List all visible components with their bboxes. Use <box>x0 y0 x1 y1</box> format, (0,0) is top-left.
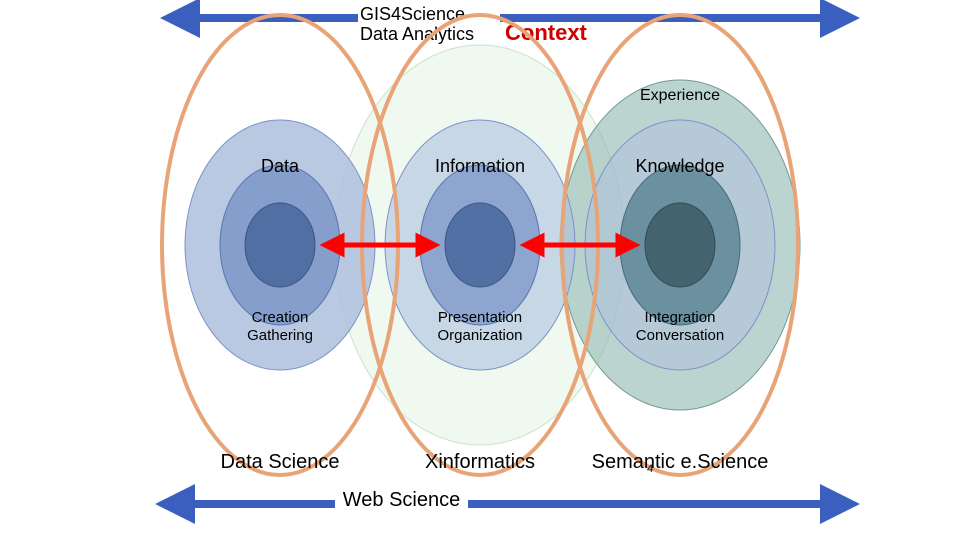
column-title: Knowledge <box>635 156 724 176</box>
column-sub1: Presentation <box>438 309 522 326</box>
column-ellipse-core <box>245 203 315 287</box>
experience-label: Experience <box>640 87 720 104</box>
column-ellipse-core <box>445 203 515 287</box>
column-sub2: Conversation <box>636 327 724 344</box>
column-sub1: Creation <box>252 309 309 326</box>
column-sub2: Organization <box>437 327 522 344</box>
bottom-label: Data Science <box>221 451 340 473</box>
web-science-label: Web Science <box>343 489 460 511</box>
bottom-label: Semantic e.Science <box>592 451 769 473</box>
column-sub1: Integration <box>645 309 716 326</box>
context-label: Context <box>505 20 588 45</box>
page-number: 4 <box>647 463 653 475</box>
column-ellipse-core <box>645 203 715 287</box>
column-sub2: Gathering <box>247 327 313 344</box>
top-line2: Data Analytics <box>360 24 474 44</box>
column-title: Data <box>261 156 300 176</box>
bottom-label: Xinformatics <box>425 451 535 473</box>
column-title: Information <box>435 156 525 176</box>
